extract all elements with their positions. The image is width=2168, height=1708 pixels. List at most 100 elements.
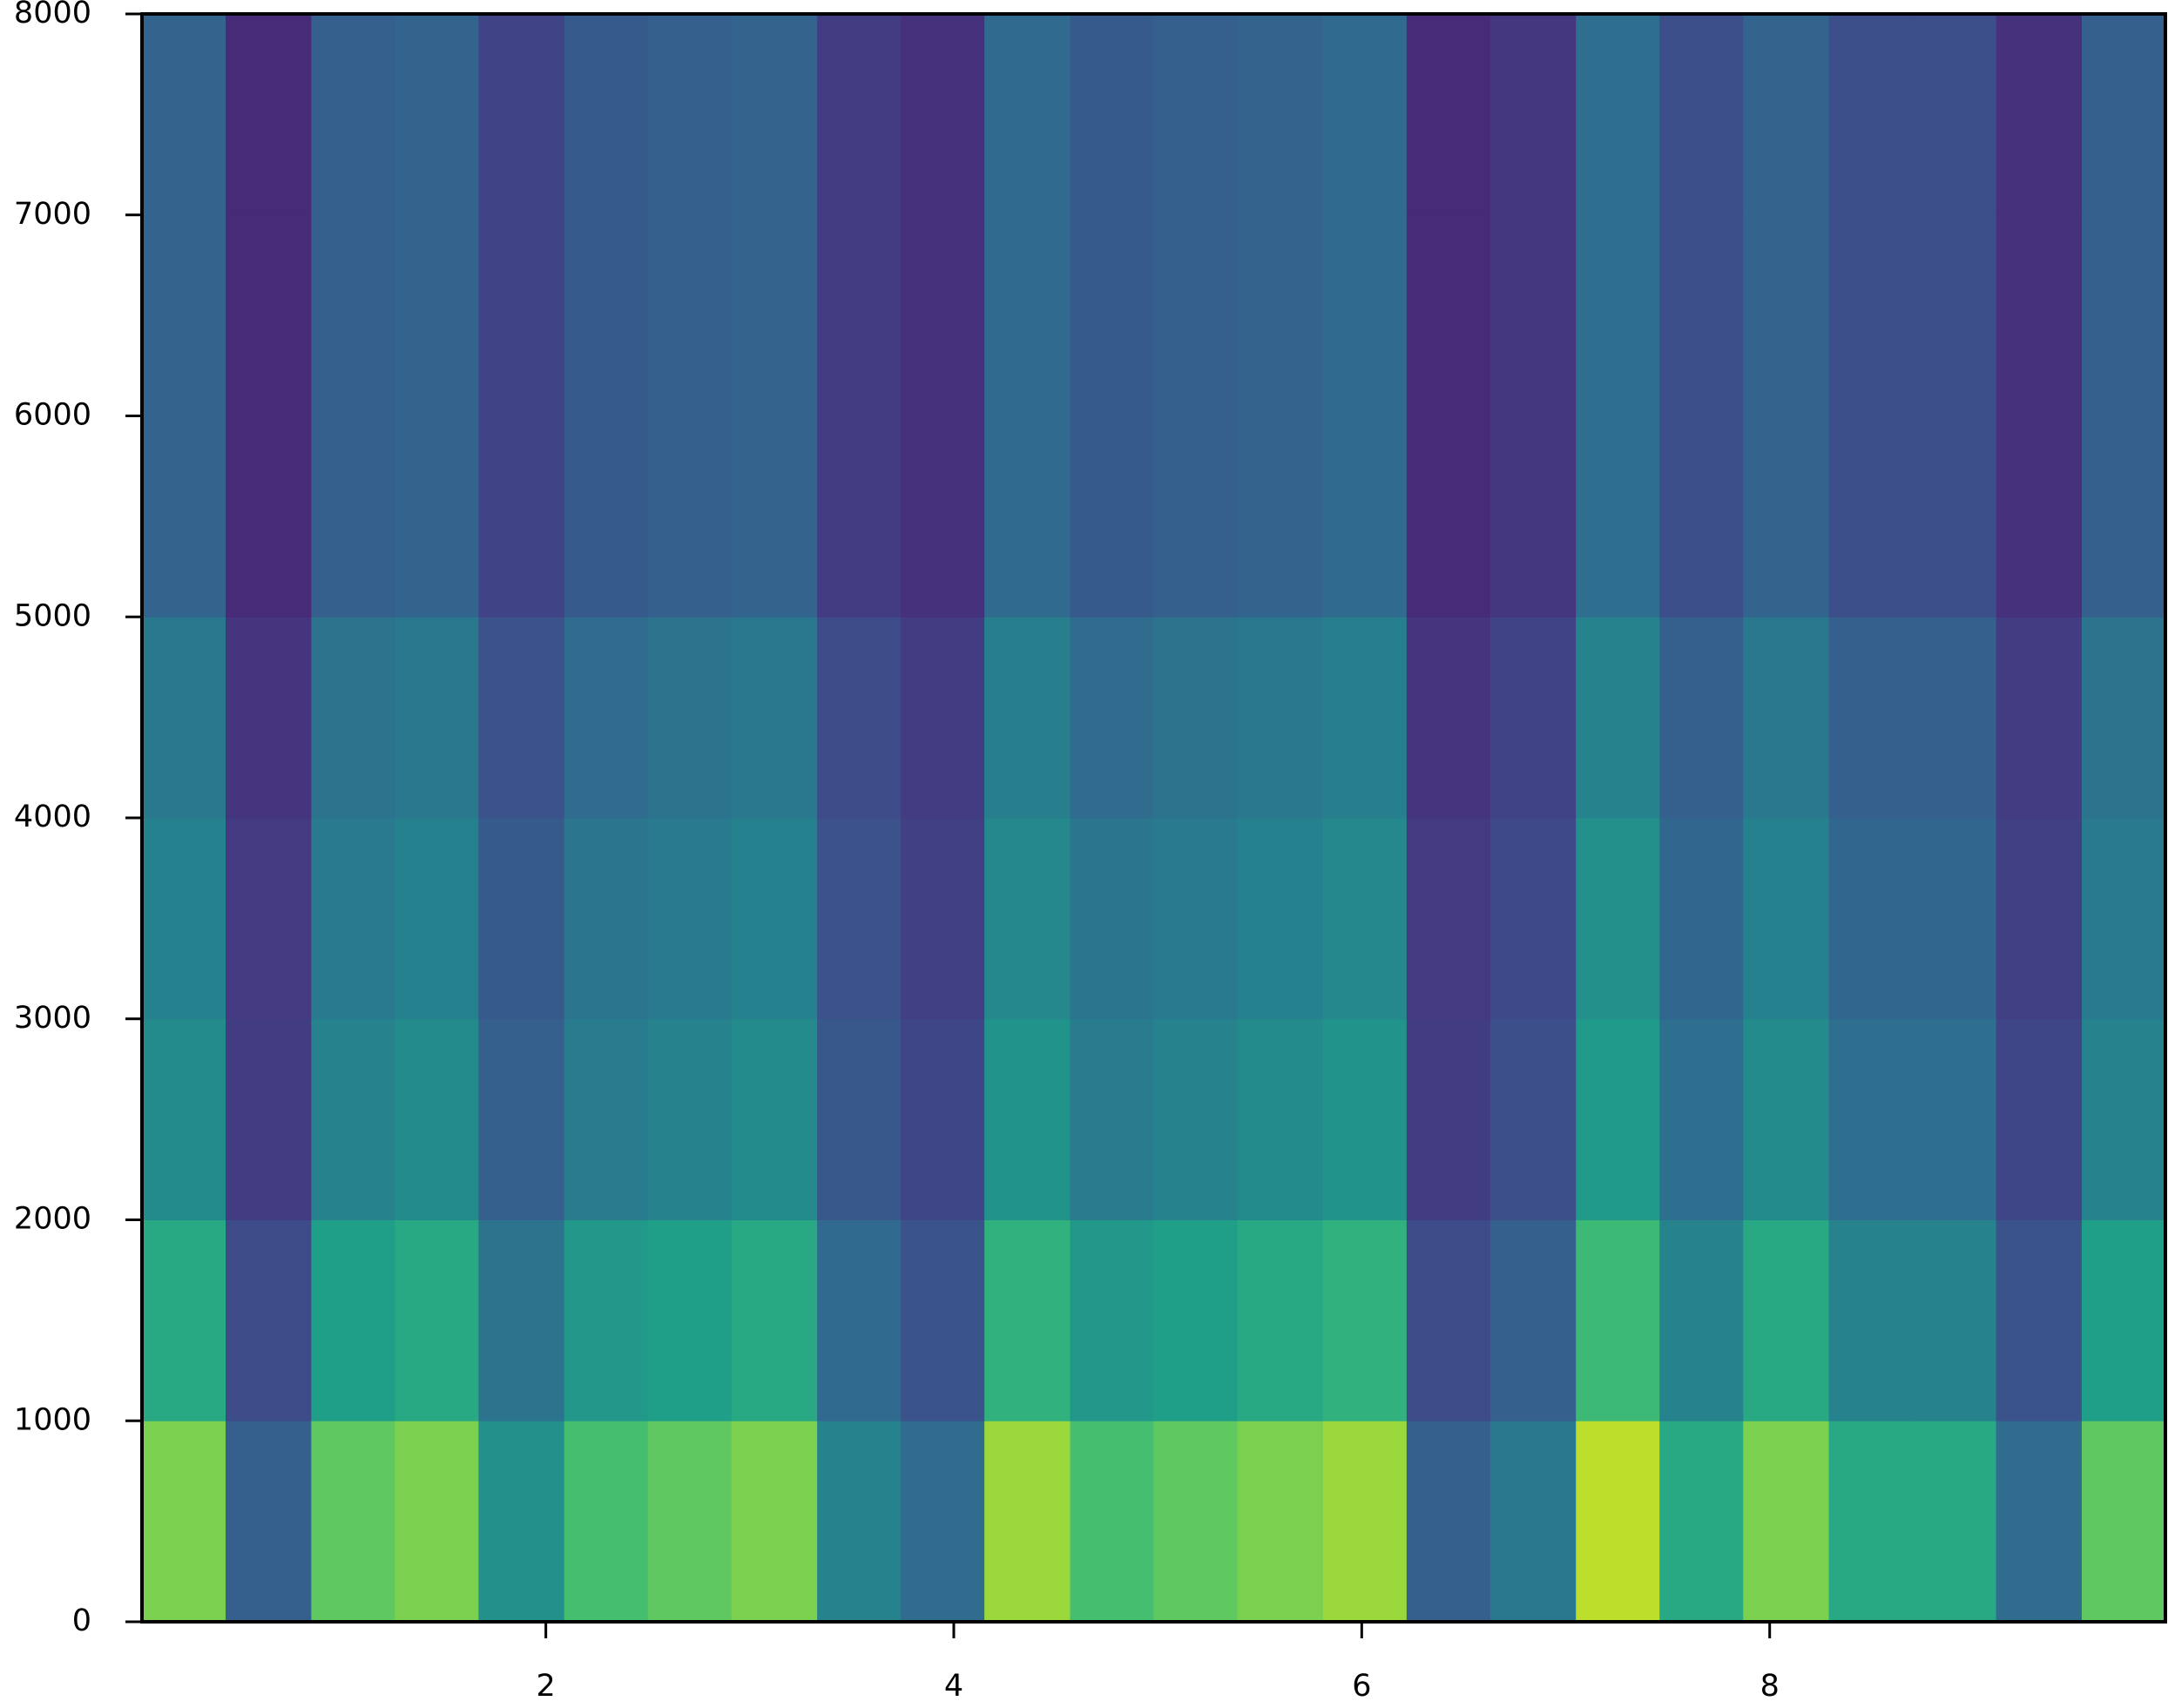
heat-cell [478,1219,565,1421]
heat-cell [1070,1219,1154,1421]
heat-cell [1237,1219,1324,1421]
heat-cell [478,14,565,216]
heat-cell [984,617,1070,819]
heat-cell [1659,14,1744,216]
y-tick-label: 0 [72,1603,91,1638]
heat-cell [2081,415,2166,618]
heat-cell [1659,1219,1744,1421]
heat-cell [817,1018,902,1220]
heat-cell [1237,617,1324,819]
heat-cell [1322,214,1408,416]
heat-cell [1406,818,1491,1020]
heat-cell [1070,617,1154,819]
heat-cell [1237,1018,1324,1220]
heat-cell [142,214,226,416]
heat-cell [1322,1219,1408,1421]
y-tick-label: 8000 [14,0,91,30]
x-tick-label: 2 [537,1669,556,1704]
heat-cell [1996,1018,2083,1220]
heat-cell [1153,617,1239,819]
heat-cell [817,415,902,618]
heat-cell [564,14,649,216]
heat-cell [1153,214,1239,416]
heat-cell [984,415,1070,618]
heat-cell [1406,1219,1491,1421]
heat-cell [1406,1421,1491,1623]
y-tick-label: 2000 [14,1202,91,1237]
heat-cell [478,415,565,618]
heat-cell [478,617,565,819]
heat-cell [1659,214,1744,416]
heat-cell [311,1219,395,1421]
heat-cell [1322,617,1408,819]
heat-cell [984,818,1070,1020]
heat-cell [1828,1219,1914,1421]
y-tick-label: 3000 [14,1001,91,1036]
heat-cell [647,1421,733,1623]
heat-cell [1828,214,1914,416]
heat-cell [2081,818,2166,1020]
x-tick-label: 8 [1760,1669,1780,1704]
heat-cell [984,14,1070,216]
heat-cell [1912,214,1997,416]
heat-cell [564,617,649,819]
heat-cell [1489,214,1577,416]
heat-cell [1406,1018,1491,1220]
y-tick-label: 4000 [14,800,91,834]
heat-cell [564,1421,649,1623]
x-tick-label: 6 [1352,1669,1371,1704]
heat-cell [1996,1219,2083,1421]
heat-cell [1743,1018,1830,1220]
heat-cell [1406,415,1491,618]
heat-cell [1576,617,1660,819]
heat-cell [1828,1018,1914,1220]
heat-cell [647,1018,733,1220]
heat-cell [731,1018,818,1220]
heat-cell [1070,14,1154,216]
heat-cell [1828,818,1914,1020]
heat-cell [142,617,226,819]
heat-cell [1153,1018,1239,1220]
heat-cell [226,415,312,618]
heat-cell [1322,1018,1408,1220]
y-tick-label: 7000 [14,197,91,232]
heat-cell [142,1219,226,1421]
heat-cell [1996,214,2083,416]
heat-cell [311,214,395,416]
heat-cell [142,818,226,1020]
heat-cell [2081,214,2166,416]
heat-cell [395,1018,479,1220]
heat-cell [1489,415,1577,618]
heat-cell [1912,818,1997,1020]
heat-cell [226,1219,312,1421]
heat-cell [901,1018,985,1220]
heat-cell [1070,415,1154,618]
heat-cell [1070,1018,1154,1220]
heat-cell [1153,415,1239,618]
heat-cell [478,1421,565,1623]
heat-cell [1996,818,2083,1020]
heat-cell [647,1219,733,1421]
heat-cell [817,818,902,1020]
heat-cell [901,214,985,416]
heat-cell [731,617,818,819]
y-tick-label: 6000 [14,398,91,433]
heat-cell [984,1421,1070,1623]
heat-cell [1070,214,1154,416]
heat-cell [647,617,733,819]
heat-cell [311,818,395,1020]
heat-cell [226,1421,312,1623]
heat-cell [1828,617,1914,819]
heat-cell [1912,1219,1997,1421]
heat-cell [395,14,479,216]
heat-cell [984,1219,1070,1421]
heat-cell [142,1421,226,1623]
heat-cell [1659,818,1744,1020]
heat-cell [1659,415,1744,618]
heat-cell [1322,14,1408,216]
heat-cell [1743,1421,1830,1623]
heat-cell [1489,1219,1577,1421]
heat-cell [731,214,818,416]
heat-cell [395,818,479,1020]
